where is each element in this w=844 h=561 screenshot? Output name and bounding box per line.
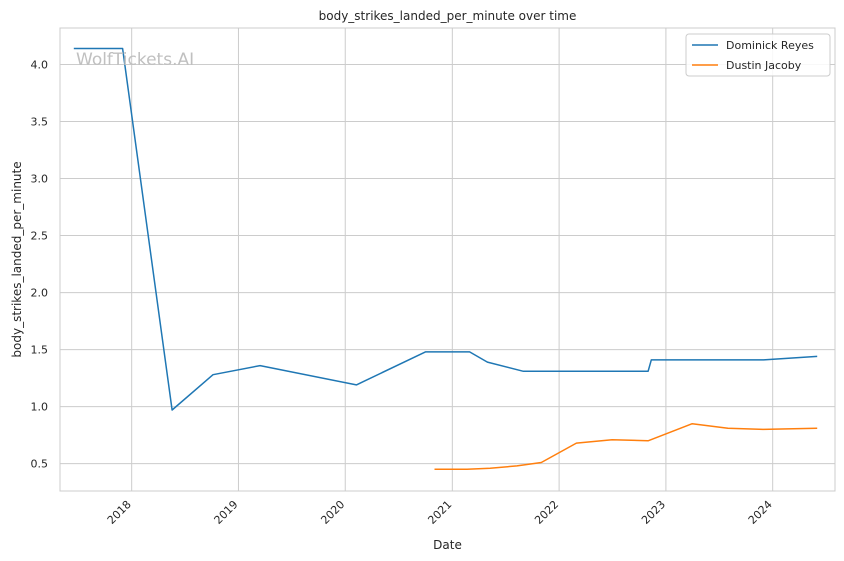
y-tick-label: 1.5 [31,344,49,357]
y-tick-label: 2.5 [31,230,49,243]
legend: Dominick Reyes Dustin Jacoby [685,33,831,77]
y-axis-title: body_strikes_landed_per_minute [10,161,24,357]
y-tick-label: 3.5 [31,116,49,129]
x-tick-label: 2018 [105,498,134,527]
y-tick-label: 0.5 [31,458,49,471]
legend-label: Dustin Jacoby [726,59,802,72]
y-tick-label: 1.0 [31,401,49,414]
series-line-dustin-jacoby [434,422,818,471]
plot-frame [59,27,836,492]
x-tick-label: 2021 [425,498,454,527]
x-axis-title: Date [433,538,462,552]
x-tick-label: 2023 [639,498,668,527]
series-line-dominick-reyes [73,47,818,411]
watermark-text: WolfTickets.AI [76,50,194,70]
y-tick-label: 3.0 [31,173,49,186]
y-axis-ticks: 0.5 1.0 1.5 2.0 2.5 3.0 3.5 4.0 [31,58,49,470]
y-tick-label: 4.0 [31,58,49,71]
legend-label: Dominick Reyes [726,39,814,52]
chart-title: body_strikes_landed_per_minute over time [319,9,577,23]
x-tick-label: 2024 [746,498,775,527]
grid [60,28,835,491]
x-tick-label: 2019 [212,498,241,527]
x-tick-label: 2020 [318,498,347,527]
x-tick-label: 2022 [532,498,561,527]
x-axis-ticks: 2018 2019 2020 2021 2022 2023 2024 [105,498,775,527]
y-tick-label: 2.0 [31,287,49,300]
series-layer [73,47,818,471]
legend-box [685,33,831,77]
